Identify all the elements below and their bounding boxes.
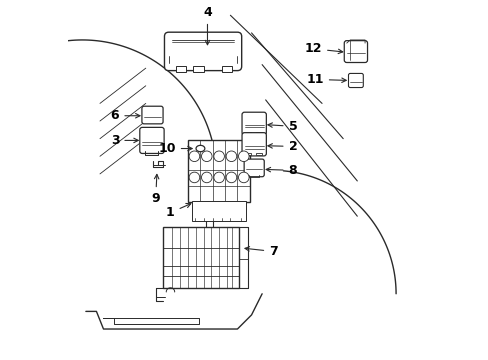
Bar: [245, 132, 251, 134]
Bar: [191, 201, 246, 221]
Text: 1: 1: [165, 203, 190, 219]
Circle shape: [213, 172, 224, 183]
Bar: [221, 66, 232, 72]
Bar: [163, 227, 239, 288]
FancyBboxPatch shape: [242, 112, 266, 135]
Circle shape: [189, 172, 199, 183]
Text: 8: 8: [265, 164, 297, 177]
Text: 7: 7: [244, 245, 277, 258]
Bar: [256, 153, 261, 155]
Circle shape: [238, 172, 248, 183]
Bar: [188, 140, 249, 202]
Circle shape: [226, 151, 236, 162]
Circle shape: [201, 151, 212, 162]
Circle shape: [213, 151, 224, 162]
FancyBboxPatch shape: [142, 106, 163, 124]
Bar: [245, 153, 251, 155]
Text: 3: 3: [110, 134, 138, 147]
Bar: [256, 132, 261, 134]
Text: 6: 6: [110, 109, 140, 122]
Text: 11: 11: [305, 73, 346, 86]
FancyBboxPatch shape: [164, 32, 241, 71]
Text: 2: 2: [267, 140, 297, 153]
FancyBboxPatch shape: [348, 73, 363, 87]
Text: 12: 12: [304, 42, 342, 55]
Text: 10: 10: [158, 142, 192, 155]
Circle shape: [226, 172, 236, 183]
Circle shape: [238, 151, 248, 162]
Text: 5: 5: [267, 120, 297, 133]
Ellipse shape: [196, 145, 204, 152]
Circle shape: [189, 151, 199, 162]
Circle shape: [201, 172, 212, 183]
Text: 9: 9: [151, 174, 160, 205]
FancyBboxPatch shape: [244, 159, 264, 177]
FancyBboxPatch shape: [242, 132, 266, 156]
Text: 4: 4: [203, 6, 211, 45]
Bar: [193, 66, 203, 72]
FancyBboxPatch shape: [344, 41, 367, 63]
Bar: [175, 66, 186, 72]
FancyBboxPatch shape: [140, 127, 164, 153]
